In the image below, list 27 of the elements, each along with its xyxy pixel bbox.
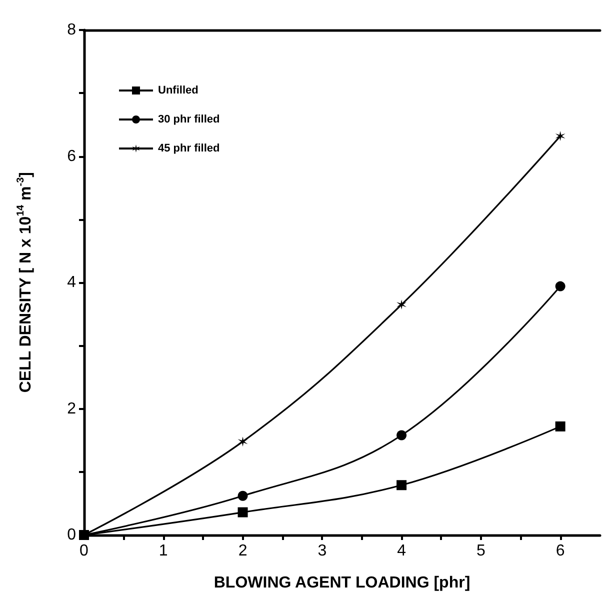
point xyxy=(238,507,248,518)
y-tick-label: 6 xyxy=(67,148,76,165)
x-tick-label: 6 xyxy=(556,542,565,560)
x-tick-label: 0 xyxy=(80,542,89,560)
x-tick-label: 5 xyxy=(476,542,486,560)
y-tick-label: 8 xyxy=(67,22,76,38)
x-tick-label: 4 xyxy=(397,542,406,560)
point xyxy=(555,421,566,432)
point xyxy=(396,480,407,490)
legend-label: 30 phr filled xyxy=(158,114,220,126)
point xyxy=(555,131,566,142)
x-axis-title: BLOWING AGENT LOADING [phr] xyxy=(214,574,470,592)
legend-label: Unfilled xyxy=(158,84,198,96)
point xyxy=(238,490,248,501)
point xyxy=(396,300,407,310)
y-tick-label: 4 xyxy=(67,274,76,291)
point xyxy=(238,436,248,447)
legend-label: 45 phr filled xyxy=(158,142,220,154)
y-tick-label: 0 xyxy=(67,526,76,544)
y-axis-title: CELL DENSITY [ N x 1014 m-3] xyxy=(16,172,34,393)
x-tick-label: 1 xyxy=(158,542,168,560)
x-tick-label: 2 xyxy=(238,542,248,560)
point xyxy=(79,530,89,540)
point xyxy=(555,281,566,292)
point xyxy=(396,430,407,440)
y-tick-label: 2 xyxy=(67,400,76,418)
x-tick-label: 3 xyxy=(318,542,327,560)
